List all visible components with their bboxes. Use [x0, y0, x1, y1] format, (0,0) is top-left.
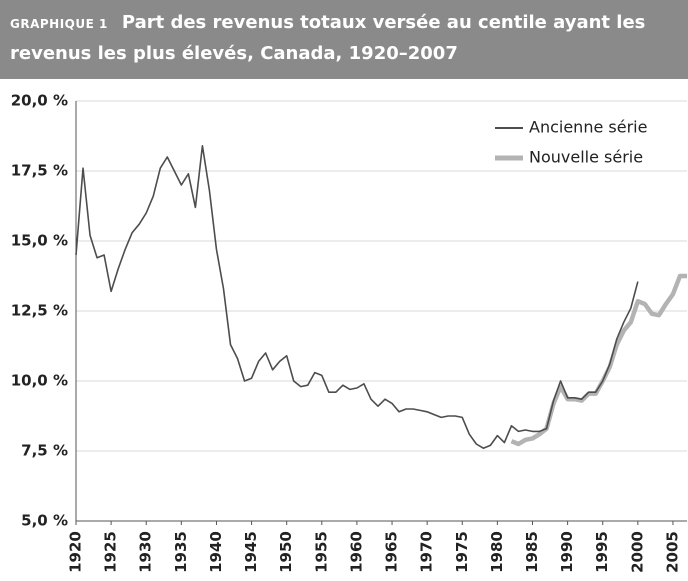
x-tick-label: 1960: [347, 531, 365, 573]
x-tick-label: 1970: [418, 531, 436, 573]
chart-title: Part des revenus totaux versée au centil…: [10, 12, 646, 64]
x-tick-label: 1920: [67, 531, 85, 573]
x-tick-label: 2000: [628, 531, 646, 573]
y-tick-label: 5,0 %: [21, 512, 68, 530]
x-tick-label: 1925: [102, 531, 120, 573]
x-tick-label: 1935: [172, 531, 190, 573]
x-tick-label: 1965: [383, 531, 401, 573]
x-tick-label: 1995: [593, 531, 611, 573]
y-tick-label: 12,5 %: [11, 302, 68, 320]
x-tick-label: 1975: [453, 531, 471, 573]
x-tick-label: 1945: [242, 531, 260, 573]
x-tick-label: 1985: [523, 531, 541, 573]
series-line: [75, 145, 639, 449]
x-tick-label: 2005: [663, 531, 681, 573]
y-tick-label: 20,0 %: [11, 92, 68, 110]
y-tick-label: 10,0 %: [11, 372, 68, 390]
legend-label: Ancienne série: [529, 118, 647, 137]
x-tick-label: 1930: [137, 531, 155, 573]
series-line: [510, 273, 687, 447]
y-tick-label: 17,5 %: [11, 162, 68, 180]
x-tick-label: 1980: [488, 531, 506, 573]
x-tick-label: 1940: [207, 531, 225, 573]
legend-label: Nouvelle série: [529, 148, 643, 167]
y-tick-label: 15,0 %: [11, 232, 68, 250]
header: GRAPHIQUE 1 Part des revenus totaux versé…: [0, 0, 688, 79]
x-tick-label: 1955: [312, 531, 330, 573]
x-tick-label: 1990: [558, 531, 576, 573]
y-tick-label: 7,5 %: [21, 442, 68, 460]
x-tick-label: 1950: [277, 531, 295, 573]
chart-label: GRAPHIQUE 1: [10, 17, 108, 31]
